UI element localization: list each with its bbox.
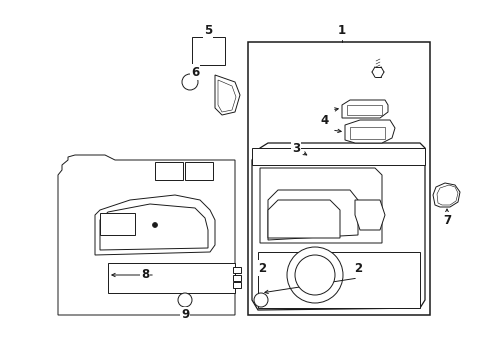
Bar [100, 213, 135, 235]
Bar [192, 37, 224, 65]
Text: 2: 2 [353, 261, 361, 275]
Text: 6: 6 [190, 66, 199, 78]
Circle shape [178, 293, 192, 307]
Text: 2: 2 [257, 261, 265, 275]
Text: 1: 1 [337, 23, 346, 36]
Text: 3: 3 [291, 141, 300, 154]
Text: 5: 5 [203, 23, 212, 36]
Bar [184, 162, 213, 180]
Text: 8: 8 [141, 269, 149, 282]
Bar [155, 162, 183, 180]
Text: 7: 7 [442, 213, 450, 226]
Polygon shape [260, 168, 381, 243]
Polygon shape [215, 75, 240, 115]
Circle shape [182, 74, 198, 90]
Polygon shape [258, 252, 419, 308]
Polygon shape [267, 200, 339, 238]
Polygon shape [58, 155, 235, 315]
Polygon shape [432, 183, 459, 207]
Circle shape [253, 293, 267, 307]
Text: 4: 4 [320, 113, 328, 126]
Bar [232, 282, 241, 288]
Polygon shape [100, 204, 207, 250]
Polygon shape [354, 200, 384, 230]
Circle shape [152, 222, 157, 228]
Bar [232, 267, 241, 273]
Text: 9: 9 [181, 309, 189, 321]
Polygon shape [267, 190, 357, 240]
Circle shape [286, 247, 342, 303]
Polygon shape [218, 80, 236, 112]
Polygon shape [95, 195, 215, 255]
Bar [232, 275, 241, 281]
Polygon shape [436, 185, 457, 205]
Polygon shape [345, 120, 394, 143]
Bar [349, 127, 384, 139]
Polygon shape [251, 143, 424, 310]
Bar [346, 105, 381, 115]
Bar [251, 148, 424, 165]
Bar [108, 263, 235, 293]
Bar [247, 42, 429, 315]
Polygon shape [341, 100, 387, 118]
Circle shape [294, 255, 334, 295]
